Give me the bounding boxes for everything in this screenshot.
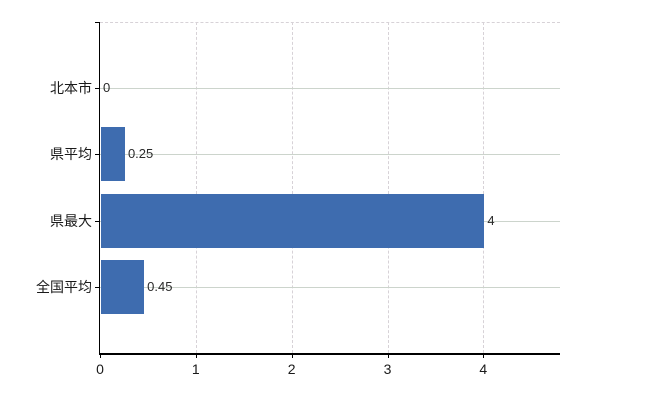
x-axis-tick [387, 353, 389, 358]
bar-value-label: 4 [487, 212, 495, 228]
x-gridline [291, 22, 293, 353]
bar-value-label: 0.25 [127, 146, 154, 162]
category-label: 全国平均 [36, 278, 92, 295]
bar-value-label: 0.45 [147, 278, 173, 294]
category-label: 県平均 [50, 146, 92, 163]
x-tick-label: 2 [287, 361, 296, 377]
y-axis-top-tick [95, 22, 100, 23]
y-axis-tick [95, 154, 100, 156]
x-gridline [387, 22, 389, 353]
bar-value-label: 0 [103, 80, 111, 96]
y-gridline [100, 88, 560, 90]
y-gridline [100, 154, 560, 156]
x-gridline [483, 22, 485, 353]
x-tick-label: 0 [96, 361, 104, 377]
plot-top-border [100, 22, 560, 23]
bar [101, 259, 145, 314]
y-axis-tick [95, 88, 100, 90]
x-axis-tick [100, 353, 101, 358]
category-label: 北本市 [50, 80, 92, 97]
x-axis-tick [195, 353, 197, 358]
x-tick-label: 4 [479, 361, 488, 377]
bar [101, 127, 125, 182]
y-axis-line [98, 22, 100, 354]
bar [101, 193, 485, 248]
y-gridline [100, 286, 560, 288]
x-axis-tick [291, 353, 293, 358]
x-tick-label: 3 [383, 361, 392, 377]
category-label: 県最大 [50, 212, 92, 229]
y-axis-tick [95, 286, 100, 288]
x-axis-line [98, 353, 560, 355]
x-axis-tick [483, 353, 485, 358]
y-axis-tick [95, 220, 100, 222]
x-gridline [195, 22, 197, 353]
x-tick-label: 1 [191, 361, 200, 377]
